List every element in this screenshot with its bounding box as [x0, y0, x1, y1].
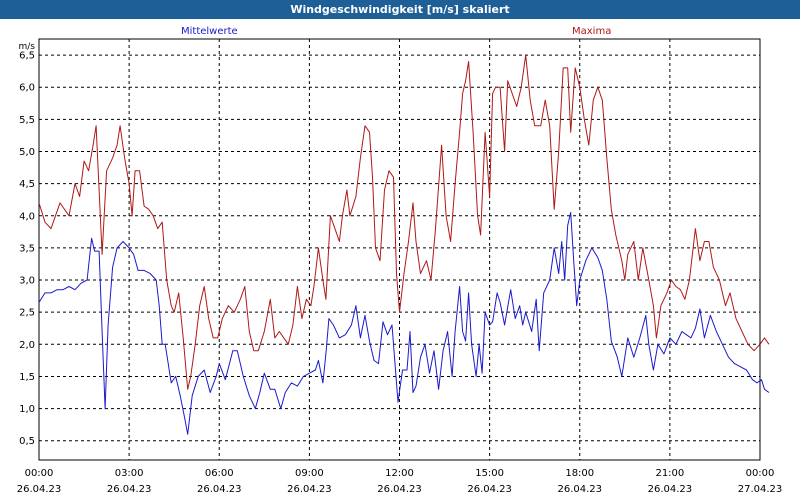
x-tick-time: 00:00	[25, 468, 54, 479]
x-tick-time: 18:00	[565, 468, 594, 479]
x-tick-date: 26.04.23	[467, 484, 512, 495]
y-tick-label: 6,0	[19, 83, 35, 94]
legend-maxima: Maxima	[572, 26, 612, 37]
x-tick-time: 03:00	[115, 468, 144, 479]
y-axis-unit: m/s	[19, 42, 36, 52]
x-tick-date: 27.04.23	[738, 484, 783, 495]
y-tick-label: 5,5	[19, 115, 35, 126]
x-tick-time: 00:00	[746, 468, 775, 479]
y-tick-label: 4,5	[19, 179, 35, 190]
x-tick-time: 21:00	[655, 468, 684, 479]
series-line-mittelwerte	[38, 212, 770, 435]
x-tick-time: 06:00	[205, 468, 234, 479]
x-tick-date: 26.04.23	[17, 484, 62, 495]
x-tick-time: 09:00	[295, 468, 324, 479]
legend-mittelwerte: Mittelwerte	[181, 26, 238, 37]
x-tick-time: 12:00	[385, 468, 414, 479]
x-tick-date: 26.04.23	[648, 484, 693, 495]
x-tick-date: 26.04.23	[197, 484, 242, 495]
y-tick-label: 4,0	[19, 211, 35, 222]
y-tick-label: 3,0	[19, 276, 35, 287]
x-tick-date: 26.04.23	[287, 484, 332, 495]
y-tick-label: 2,5	[19, 308, 35, 319]
x-tick-date: 26.04.23	[107, 484, 152, 495]
plot-frame	[38, 38, 761, 461]
y-tick-label: 5,0	[19, 147, 35, 158]
y-tick-label: 3,5	[19, 243, 35, 254]
y-tick-label: 2,0	[19, 340, 35, 351]
chart-title: Windgeschwindigkeit [m/s] skaliert	[0, 0, 800, 19]
series-line-maxima	[38, 54, 770, 390]
y-tick-label: 1,5	[19, 372, 35, 383]
x-tick-date: 26.04.23	[557, 484, 602, 495]
y-tick-label: 6,5	[19, 51, 35, 62]
y-tick-label: 1,0	[19, 404, 35, 415]
y-tick-label: 0,5	[19, 436, 35, 447]
x-tick-time: 15:00	[475, 468, 504, 479]
x-tick-date: 26.04.23	[377, 484, 422, 495]
